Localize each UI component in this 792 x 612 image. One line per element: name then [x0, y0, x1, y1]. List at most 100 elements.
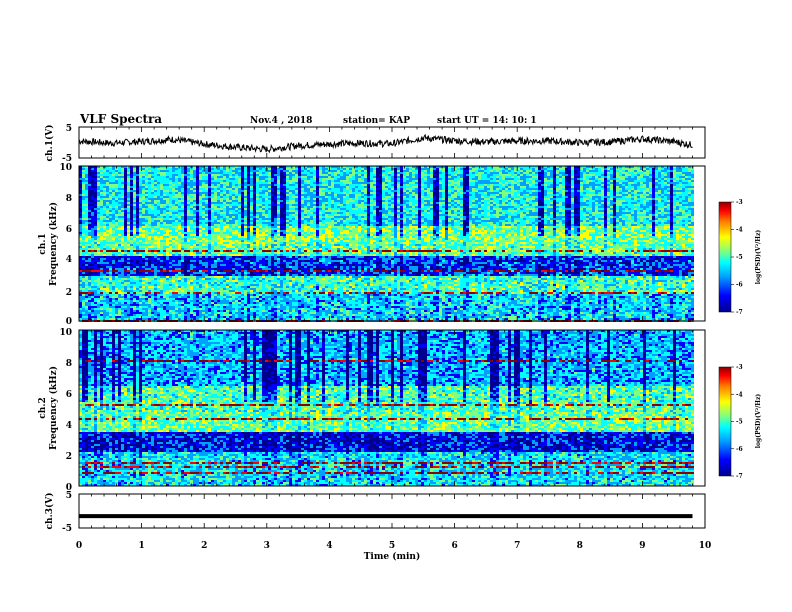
heatmap-cell: [460, 166, 463, 168]
heatmap-cell: [604, 190, 607, 192]
heatmap-cell: [505, 192, 508, 194]
heatmap-cell: [262, 188, 265, 190]
heatmap-cell: [604, 202, 607, 204]
heatmap-cell: [223, 166, 226, 168]
heatmap-cell: [634, 208, 637, 210]
heatmap-cell: [517, 202, 520, 204]
heatmap-cell: [622, 204, 625, 206]
heatmap-cell: [367, 202, 370, 204]
heatmap-cell: [514, 184, 517, 186]
heatmap-cell: [259, 166, 262, 168]
heatmap-cell: [403, 186, 406, 188]
heatmap-cell: [181, 190, 184, 192]
heatmap-cell: [526, 186, 529, 188]
heatmap-cell: [238, 208, 241, 210]
heatmap-cell: [307, 186, 310, 188]
heatmap-cell: [172, 188, 175, 190]
heatmap-cell: [118, 184, 121, 186]
heatmap-cell: [91, 168, 94, 170]
heatmap-cell: [643, 180, 646, 182]
heatmap-cell: [451, 202, 454, 204]
heatmap-cell: [568, 176, 571, 178]
heatmap-cell: [367, 200, 370, 202]
heatmap-cell: [139, 196, 142, 198]
heatmap-cell: [148, 166, 151, 168]
heatmap-cell: [589, 172, 592, 174]
heatmap-cell: [379, 194, 382, 196]
heatmap-cell: [229, 196, 232, 198]
heatmap-cell: [403, 178, 406, 180]
heatmap-cell: [256, 190, 259, 192]
heatmap-cell: [496, 208, 499, 210]
heatmap-cell: [592, 178, 595, 180]
heatmap-cell: [202, 174, 205, 176]
heatmap-cell: [646, 208, 649, 210]
heatmap-cell: [223, 178, 226, 180]
heatmap-cell: [514, 182, 517, 184]
heatmap-cell: [553, 176, 556, 178]
heatmap-cell: [367, 212, 370, 214]
heatmap-cell: [514, 178, 517, 180]
heatmap-cell: [496, 176, 499, 178]
heatmap-cell: [247, 208, 250, 210]
heatmap-cell: [466, 202, 469, 204]
heatmap-cell: [262, 184, 265, 186]
heatmap-cell: [181, 168, 184, 170]
heatmap-cell: [475, 172, 478, 174]
heatmap-cell: [493, 198, 496, 200]
heatmap-cell: [298, 190, 301, 192]
heatmap-cell: [265, 198, 268, 200]
heatmap-cell: [313, 178, 316, 180]
heatmap-cell: [601, 184, 604, 186]
heatmap-cell: [640, 172, 643, 174]
heatmap-cell: [133, 200, 136, 202]
heatmap-cell: [682, 178, 685, 180]
heatmap-cell: [253, 176, 256, 178]
heatmap-cell: [103, 198, 106, 200]
heatmap-cell: [472, 176, 475, 178]
heatmap-cell: [550, 200, 553, 202]
heatmap-cell: [565, 200, 568, 202]
heatmap-cell: [319, 178, 322, 180]
heatmap-cell: [148, 178, 151, 180]
heatmap-cell: [460, 182, 463, 184]
heatmap-cell: [79, 186, 82, 188]
heatmap-cell: [526, 176, 529, 178]
heatmap-cell: [565, 176, 568, 178]
heatmap-cell: [187, 212, 190, 214]
heatmap-cell: [142, 178, 145, 180]
ch1-ytick-bottom: -5: [62, 154, 72, 164]
heatmap-cell: [484, 204, 487, 206]
heatmap-cell: [367, 204, 370, 206]
heatmap-cell: [568, 210, 571, 212]
heatmap-cell: [496, 186, 499, 188]
heatmap-cell: [526, 168, 529, 170]
heatmap-cell: [685, 184, 688, 186]
heatmap-cell: [481, 170, 484, 172]
heatmap-cell: [622, 210, 625, 212]
heatmap-cell: [631, 208, 634, 210]
heatmap-cell: [163, 192, 166, 194]
heatmap-cell: [667, 206, 670, 208]
heatmap-cell: [142, 184, 145, 186]
heatmap-cell: [673, 170, 676, 172]
heatmap-cell: [556, 188, 559, 190]
heatmap-cell: [667, 188, 670, 190]
heatmap-cell: [268, 168, 271, 170]
heatmap-cell: [469, 204, 472, 206]
heatmap-cell: [241, 178, 244, 180]
heatmap-cell: [454, 180, 457, 182]
heatmap-cell: [370, 166, 373, 168]
heatmap-cell: [88, 184, 91, 186]
heatmap-cell: [646, 190, 649, 192]
heatmap-cell: [667, 176, 670, 178]
heatmap-cell: [616, 196, 619, 198]
heatmap-cell: [409, 200, 412, 202]
heatmap-cell: [457, 190, 460, 192]
heatmap-cell: [223, 174, 226, 176]
heatmap-cell: [550, 188, 553, 190]
heatmap-cell: [418, 186, 421, 188]
heatmap-cell: [457, 178, 460, 180]
heatmap-cell: [142, 166, 145, 168]
heatmap-cell: [667, 202, 670, 204]
